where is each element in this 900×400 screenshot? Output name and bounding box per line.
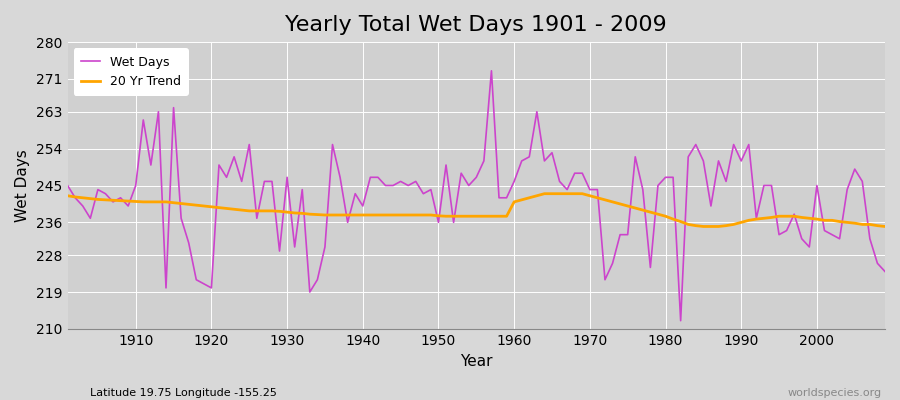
Wet Days xyxy=(122,204,133,208)
20 Yr Trend xyxy=(122,199,133,204)
Wet Days xyxy=(289,244,300,249)
20 Yr Trend xyxy=(608,200,618,204)
Wet Days xyxy=(335,175,346,180)
Wet Days xyxy=(486,68,497,73)
Wet Days xyxy=(517,158,527,163)
Text: worldspecies.org: worldspecies.org xyxy=(788,388,882,398)
Line: Wet Days: Wet Days xyxy=(68,71,885,321)
Wet Days xyxy=(879,269,890,274)
Text: Latitude 19.75 Longitude -155.25: Latitude 19.75 Longitude -155.25 xyxy=(90,388,277,398)
20 Yr Trend xyxy=(508,200,519,204)
20 Yr Trend xyxy=(62,193,73,198)
20 Yr Trend xyxy=(698,224,709,229)
20 Yr Trend xyxy=(879,224,890,229)
20 Yr Trend xyxy=(501,214,512,219)
Wet Days xyxy=(508,179,519,184)
Wet Days xyxy=(62,183,73,188)
Wet Days xyxy=(608,261,618,266)
X-axis label: Year: Year xyxy=(460,354,492,369)
Line: 20 Yr Trend: 20 Yr Trend xyxy=(68,194,885,226)
Title: Yearly Total Wet Days 1901 - 2009: Yearly Total Wet Days 1901 - 2009 xyxy=(285,15,667,35)
20 Yr Trend xyxy=(539,191,550,196)
20 Yr Trend xyxy=(289,210,300,215)
Legend: Wet Days, 20 Yr Trend: Wet Days, 20 Yr Trend xyxy=(74,48,189,96)
20 Yr Trend xyxy=(335,212,346,217)
Y-axis label: Wet Days: Wet Days xyxy=(15,149,30,222)
Wet Days xyxy=(675,318,686,323)
